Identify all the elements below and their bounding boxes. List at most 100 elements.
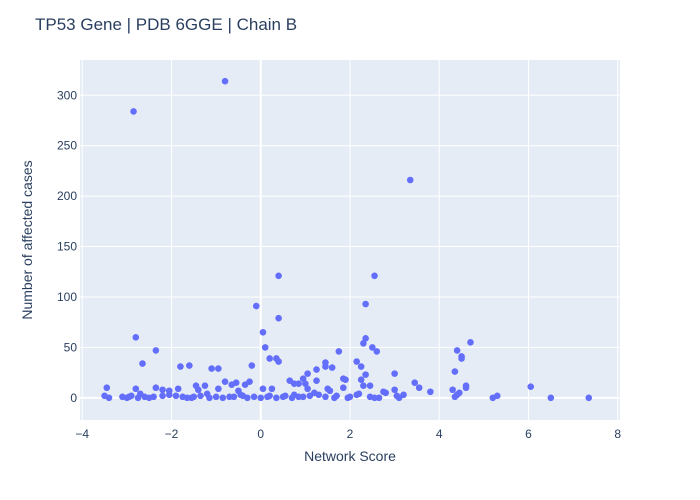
data-point <box>128 392 135 400</box>
data-point <box>152 347 160 354</box>
data-point <box>313 366 320 373</box>
data-point <box>215 385 222 393</box>
data-point <box>139 360 146 367</box>
data-point <box>585 394 593 402</box>
data-point <box>241 381 249 389</box>
data-point <box>228 381 236 389</box>
x-tick-label: 6 <box>525 427 532 441</box>
data-point <box>259 385 267 393</box>
data-point <box>174 385 182 393</box>
data-point <box>208 365 215 372</box>
data-point <box>313 377 320 384</box>
data-point <box>371 272 378 280</box>
data-point <box>186 362 193 369</box>
y-tick-label: 250 <box>57 139 77 153</box>
data-point <box>415 384 423 392</box>
data-point <box>391 386 398 394</box>
data-point <box>159 392 166 400</box>
data-point <box>215 365 222 372</box>
chart-title: TP53 Gene | PDB 6GGE | Chain B <box>35 15 297 34</box>
x-tick-label: −4 <box>75 427 89 441</box>
data-point <box>261 344 269 351</box>
data-point <box>493 392 501 400</box>
data-point <box>322 363 329 370</box>
y-tick-label: 200 <box>57 189 77 203</box>
data-point <box>266 355 273 362</box>
data-point <box>257 394 265 402</box>
data-point <box>159 386 166 394</box>
y-axis-title: Number of affected cases <box>19 160 35 319</box>
data-point <box>326 387 334 395</box>
data-point <box>328 364 336 371</box>
data-point <box>221 378 229 385</box>
data-point <box>165 391 173 399</box>
x-tick-label: 4 <box>436 427 443 441</box>
data-points <box>101 77 593 402</box>
data-point <box>451 393 459 401</box>
data-point <box>299 375 307 382</box>
data-point <box>373 348 381 355</box>
data-point <box>357 376 365 383</box>
data-point <box>295 393 302 401</box>
data-point <box>134 394 142 402</box>
data-point <box>302 380 309 387</box>
data-point <box>252 302 260 310</box>
data-point <box>451 368 459 375</box>
data-point <box>237 391 244 399</box>
data-point <box>411 379 419 386</box>
data-point <box>449 386 456 394</box>
y-axis-ticks: 0 50 100 150 200 250 300 <box>57 88 77 405</box>
data-point <box>230 393 238 401</box>
data-point <box>275 358 282 365</box>
data-point <box>273 394 280 402</box>
data-point <box>362 300 369 308</box>
data-point <box>221 77 229 85</box>
data-point <box>362 335 369 342</box>
data-point <box>547 394 555 402</box>
x-tick-label: 0 <box>257 427 264 441</box>
data-point <box>458 355 465 362</box>
data-point <box>353 358 360 365</box>
data-point <box>244 394 251 402</box>
x-tick-label: −2 <box>165 427 179 441</box>
data-point <box>275 272 282 280</box>
data-point <box>340 384 347 392</box>
data-point <box>105 394 113 402</box>
x-axis-ticks: −4 −2 0 2 4 6 8 <box>75 427 621 441</box>
data-point <box>427 388 434 396</box>
data-point <box>172 392 180 400</box>
data-point <box>453 347 461 354</box>
y-tick-label: 150 <box>57 240 77 254</box>
data-point <box>259 328 267 336</box>
data-point <box>268 385 276 393</box>
data-point <box>197 392 204 400</box>
data-point <box>380 388 387 396</box>
data-point <box>145 394 153 402</box>
data-point <box>132 334 140 341</box>
x-tick-label: 2 <box>347 427 354 441</box>
data-point <box>527 383 535 391</box>
data-point <box>288 394 296 402</box>
data-point <box>360 340 367 347</box>
data-point <box>190 393 198 401</box>
data-point <box>279 393 287 401</box>
data-point <box>130 108 137 115</box>
data-point <box>219 394 227 402</box>
data-point <box>395 394 403 402</box>
data-point <box>250 393 258 401</box>
data-point <box>362 371 369 378</box>
data-point <box>206 394 213 402</box>
x-tick-label: 8 <box>614 427 621 441</box>
data-point <box>357 363 365 370</box>
x-axis-title: Network Score <box>304 448 396 464</box>
y-tick-label: 100 <box>57 290 77 304</box>
data-point <box>346 393 354 401</box>
data-point <box>132 385 140 393</box>
data-point <box>194 386 202 394</box>
data-point <box>331 394 338 402</box>
data-point <box>103 384 111 392</box>
data-point <box>183 394 191 402</box>
data-point <box>462 384 470 392</box>
data-point <box>342 376 349 383</box>
